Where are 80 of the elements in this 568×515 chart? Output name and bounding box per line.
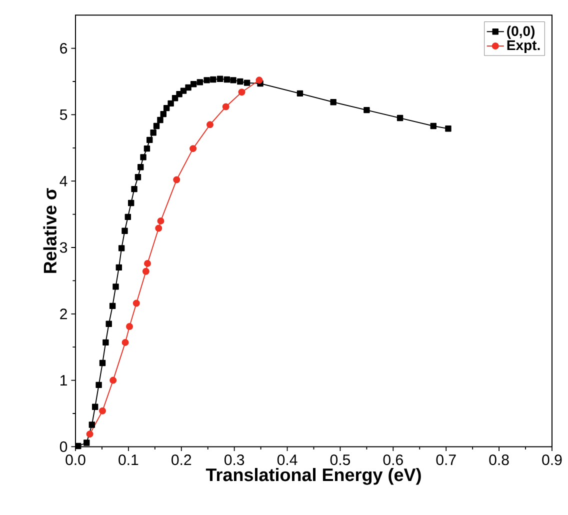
y-tick-label: 3 xyxy=(60,242,68,253)
point xyxy=(86,430,94,438)
point xyxy=(222,103,230,110)
x-tick-label: 0.1 xyxy=(118,454,138,466)
point xyxy=(124,214,132,220)
point xyxy=(102,339,109,346)
x-tick-label: 0.8 xyxy=(489,454,509,466)
x-tick-label: 0.2 xyxy=(172,454,192,466)
point xyxy=(238,88,246,96)
point xyxy=(185,84,192,91)
point xyxy=(92,404,98,410)
point xyxy=(153,122,160,130)
point xyxy=(445,126,452,132)
y-tick-label: 4 xyxy=(60,176,68,186)
point xyxy=(118,245,125,252)
point xyxy=(230,77,236,84)
point xyxy=(122,338,129,346)
point xyxy=(109,302,116,310)
point xyxy=(157,116,164,124)
point xyxy=(430,122,436,130)
point xyxy=(142,268,150,275)
point xyxy=(157,217,164,224)
point xyxy=(99,407,106,414)
point xyxy=(190,81,197,88)
point xyxy=(134,174,142,180)
y-tick-label: 0 xyxy=(60,441,68,452)
x-axis-title: Translational Energy (eV) xyxy=(206,468,421,485)
x-tick-label: 0.3 xyxy=(224,454,244,466)
point xyxy=(112,284,119,290)
point xyxy=(150,130,156,136)
point xyxy=(196,79,204,86)
point xyxy=(160,110,166,118)
point xyxy=(216,76,224,82)
point xyxy=(244,80,250,86)
point xyxy=(126,323,134,330)
point xyxy=(364,106,370,114)
point xyxy=(237,78,244,85)
point xyxy=(116,264,122,271)
point xyxy=(296,90,304,97)
x-tick-label: 0.9 xyxy=(542,454,562,466)
point xyxy=(396,114,404,122)
point xyxy=(106,320,112,327)
point xyxy=(122,228,128,234)
point xyxy=(204,77,210,84)
x-tick-label: 0.7 xyxy=(436,454,456,466)
point xyxy=(84,440,90,446)
point xyxy=(190,145,197,152)
point xyxy=(110,376,117,384)
point xyxy=(140,154,146,160)
x-tick-label: 0.6 xyxy=(383,454,403,466)
point xyxy=(224,76,230,83)
y-tick-label: 1 xyxy=(60,375,67,386)
point xyxy=(173,176,180,184)
point xyxy=(99,360,106,366)
y-axis-title: Relative σ xyxy=(43,188,56,273)
point xyxy=(206,121,214,128)
y-tick-label: 5 xyxy=(60,109,68,120)
point xyxy=(210,76,216,83)
point xyxy=(144,260,152,267)
point xyxy=(144,145,150,152)
x-tick-label: 0.0 xyxy=(66,454,86,466)
point xyxy=(256,76,263,84)
point xyxy=(131,186,138,192)
point xyxy=(138,164,144,170)
y-tick-label: 2 xyxy=(60,308,67,320)
point xyxy=(146,136,153,144)
point xyxy=(128,200,134,206)
legend-label: (0,0) xyxy=(507,26,535,39)
point xyxy=(180,88,187,94)
legend-label: Expt. xyxy=(507,40,540,53)
point xyxy=(96,382,102,388)
point xyxy=(132,300,140,307)
y-tick-label: 6 xyxy=(60,42,68,54)
point xyxy=(330,98,336,106)
x-tick-label: 0.5 xyxy=(330,454,350,466)
point xyxy=(168,100,174,107)
point xyxy=(88,422,96,428)
point xyxy=(75,442,82,450)
point xyxy=(155,224,162,232)
x-tick-label: 0.4 xyxy=(277,454,298,466)
